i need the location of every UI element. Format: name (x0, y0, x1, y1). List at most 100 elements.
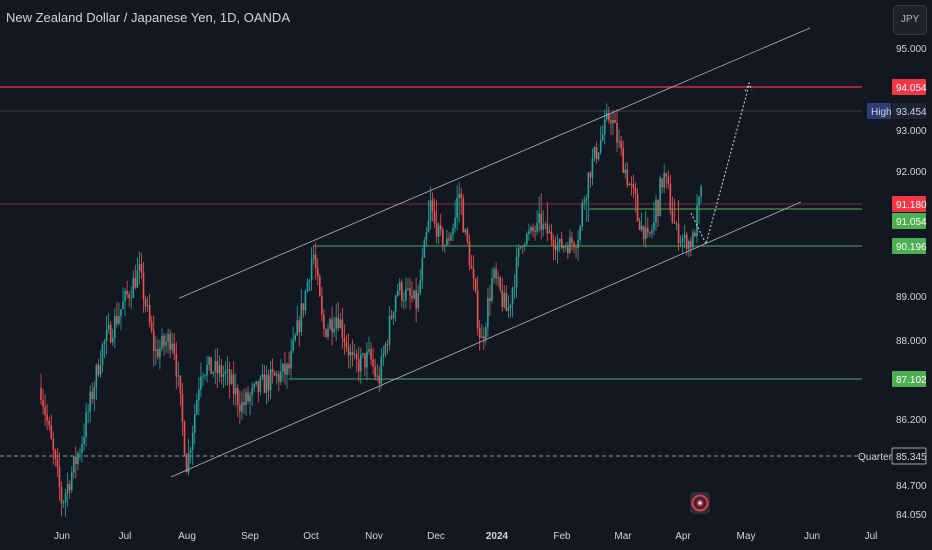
candle-body (401, 282, 403, 301)
candle-body (536, 222, 538, 232)
candle-body (148, 305, 151, 323)
candle-body (480, 336, 483, 338)
candle-body (624, 169, 627, 174)
candle-body (325, 329, 327, 337)
candle-body (474, 278, 477, 291)
candle-body (585, 197, 588, 202)
candle-body (530, 227, 532, 232)
candle-body (495, 268, 497, 279)
x-axis-tick-label: Jun (804, 531, 820, 542)
candle-body (46, 414, 48, 421)
x-axis-tick-label: Oct (303, 531, 319, 542)
candle-body (417, 292, 419, 309)
price-badge-green (892, 213, 926, 229)
candle-body (458, 193, 460, 198)
candle-body (505, 293, 508, 312)
candle-body (337, 317, 340, 329)
candle-body (298, 320, 301, 332)
candle-body (232, 374, 235, 394)
candle-body (362, 353, 364, 355)
candle-body (616, 122, 618, 143)
candle-body (208, 357, 210, 365)
candle-body (56, 458, 59, 467)
candle-body (583, 201, 586, 204)
candle-body (454, 217, 456, 229)
candle-body (157, 349, 159, 358)
candle-body (497, 277, 499, 279)
candle-body (696, 205, 698, 237)
candle-body (353, 354, 356, 356)
candle-body (647, 227, 649, 233)
candle-body (243, 402, 245, 406)
candle-body (606, 113, 608, 120)
price-badge-value: 93.454 (896, 107, 927, 118)
candle-body (355, 354, 358, 360)
candle-body (642, 226, 645, 240)
x-axis-tick-label: Nov (365, 531, 383, 542)
x-axis-tick-label: Mar (614, 531, 632, 542)
x-axis-tick-label: Jul (119, 531, 132, 542)
replay-icon[interactable] (689, 491, 711, 515)
candle-body (300, 303, 303, 332)
x-axis-tick-label: May (737, 531, 756, 542)
candle-body (472, 268, 475, 279)
candle-body (327, 328, 329, 337)
candle-body (466, 229, 469, 242)
candle-body (97, 364, 100, 375)
candle-body (216, 360, 219, 374)
candle-body (159, 348, 161, 358)
high-tag-label: High (871, 107, 892, 118)
candle-body (521, 245, 524, 247)
candle-body (329, 319, 331, 329)
candle-body (396, 290, 399, 296)
candle-body (517, 247, 520, 258)
candle-body (388, 315, 391, 345)
candle-body (220, 365, 223, 377)
candle-body (50, 425, 53, 439)
candle-body (478, 328, 481, 338)
price-badge-value: 91.054 (896, 217, 927, 228)
candle-body (218, 365, 221, 374)
candle-body (60, 486, 63, 504)
candle-body (79, 452, 81, 454)
candle-body (573, 242, 575, 248)
candle-body (485, 326, 487, 339)
candle-body (146, 305, 149, 307)
candle-body (501, 290, 504, 307)
candle-body (267, 374, 270, 391)
candle-body (423, 240, 426, 258)
candle-body (68, 484, 71, 491)
candle-body (234, 388, 237, 394)
candle-body (261, 374, 264, 378)
x-axis-tick-label: Aug (178, 531, 196, 542)
candle-body (185, 454, 188, 473)
candle-body (579, 226, 581, 241)
candle-body (93, 387, 96, 399)
candle-body (493, 268, 495, 279)
candle-body (390, 315, 393, 318)
candle-body (138, 264, 141, 271)
candle-body (105, 329, 108, 341)
candle-body (507, 307, 510, 312)
candle-body (499, 277, 501, 291)
channel-lower-line (170, 201, 802, 478)
candle-body (288, 363, 290, 369)
currency-button[interactable]: JPY (893, 5, 927, 35)
candle-body (437, 225, 440, 237)
candle-body (476, 290, 479, 329)
candle-body (442, 229, 444, 246)
candle-body (42, 400, 44, 407)
candles (40, 103, 702, 517)
candle-body (558, 238, 561, 243)
candle-body (228, 369, 231, 384)
candle-body (419, 280, 422, 293)
candle-body (187, 452, 190, 473)
price-badge-value: 91.180 (896, 200, 927, 211)
candle-body (314, 254, 317, 269)
candle-body (675, 223, 678, 225)
candle-body (265, 374, 268, 393)
candle-body (165, 341, 167, 346)
candle-body (357, 359, 360, 372)
candle-body (292, 340, 294, 351)
